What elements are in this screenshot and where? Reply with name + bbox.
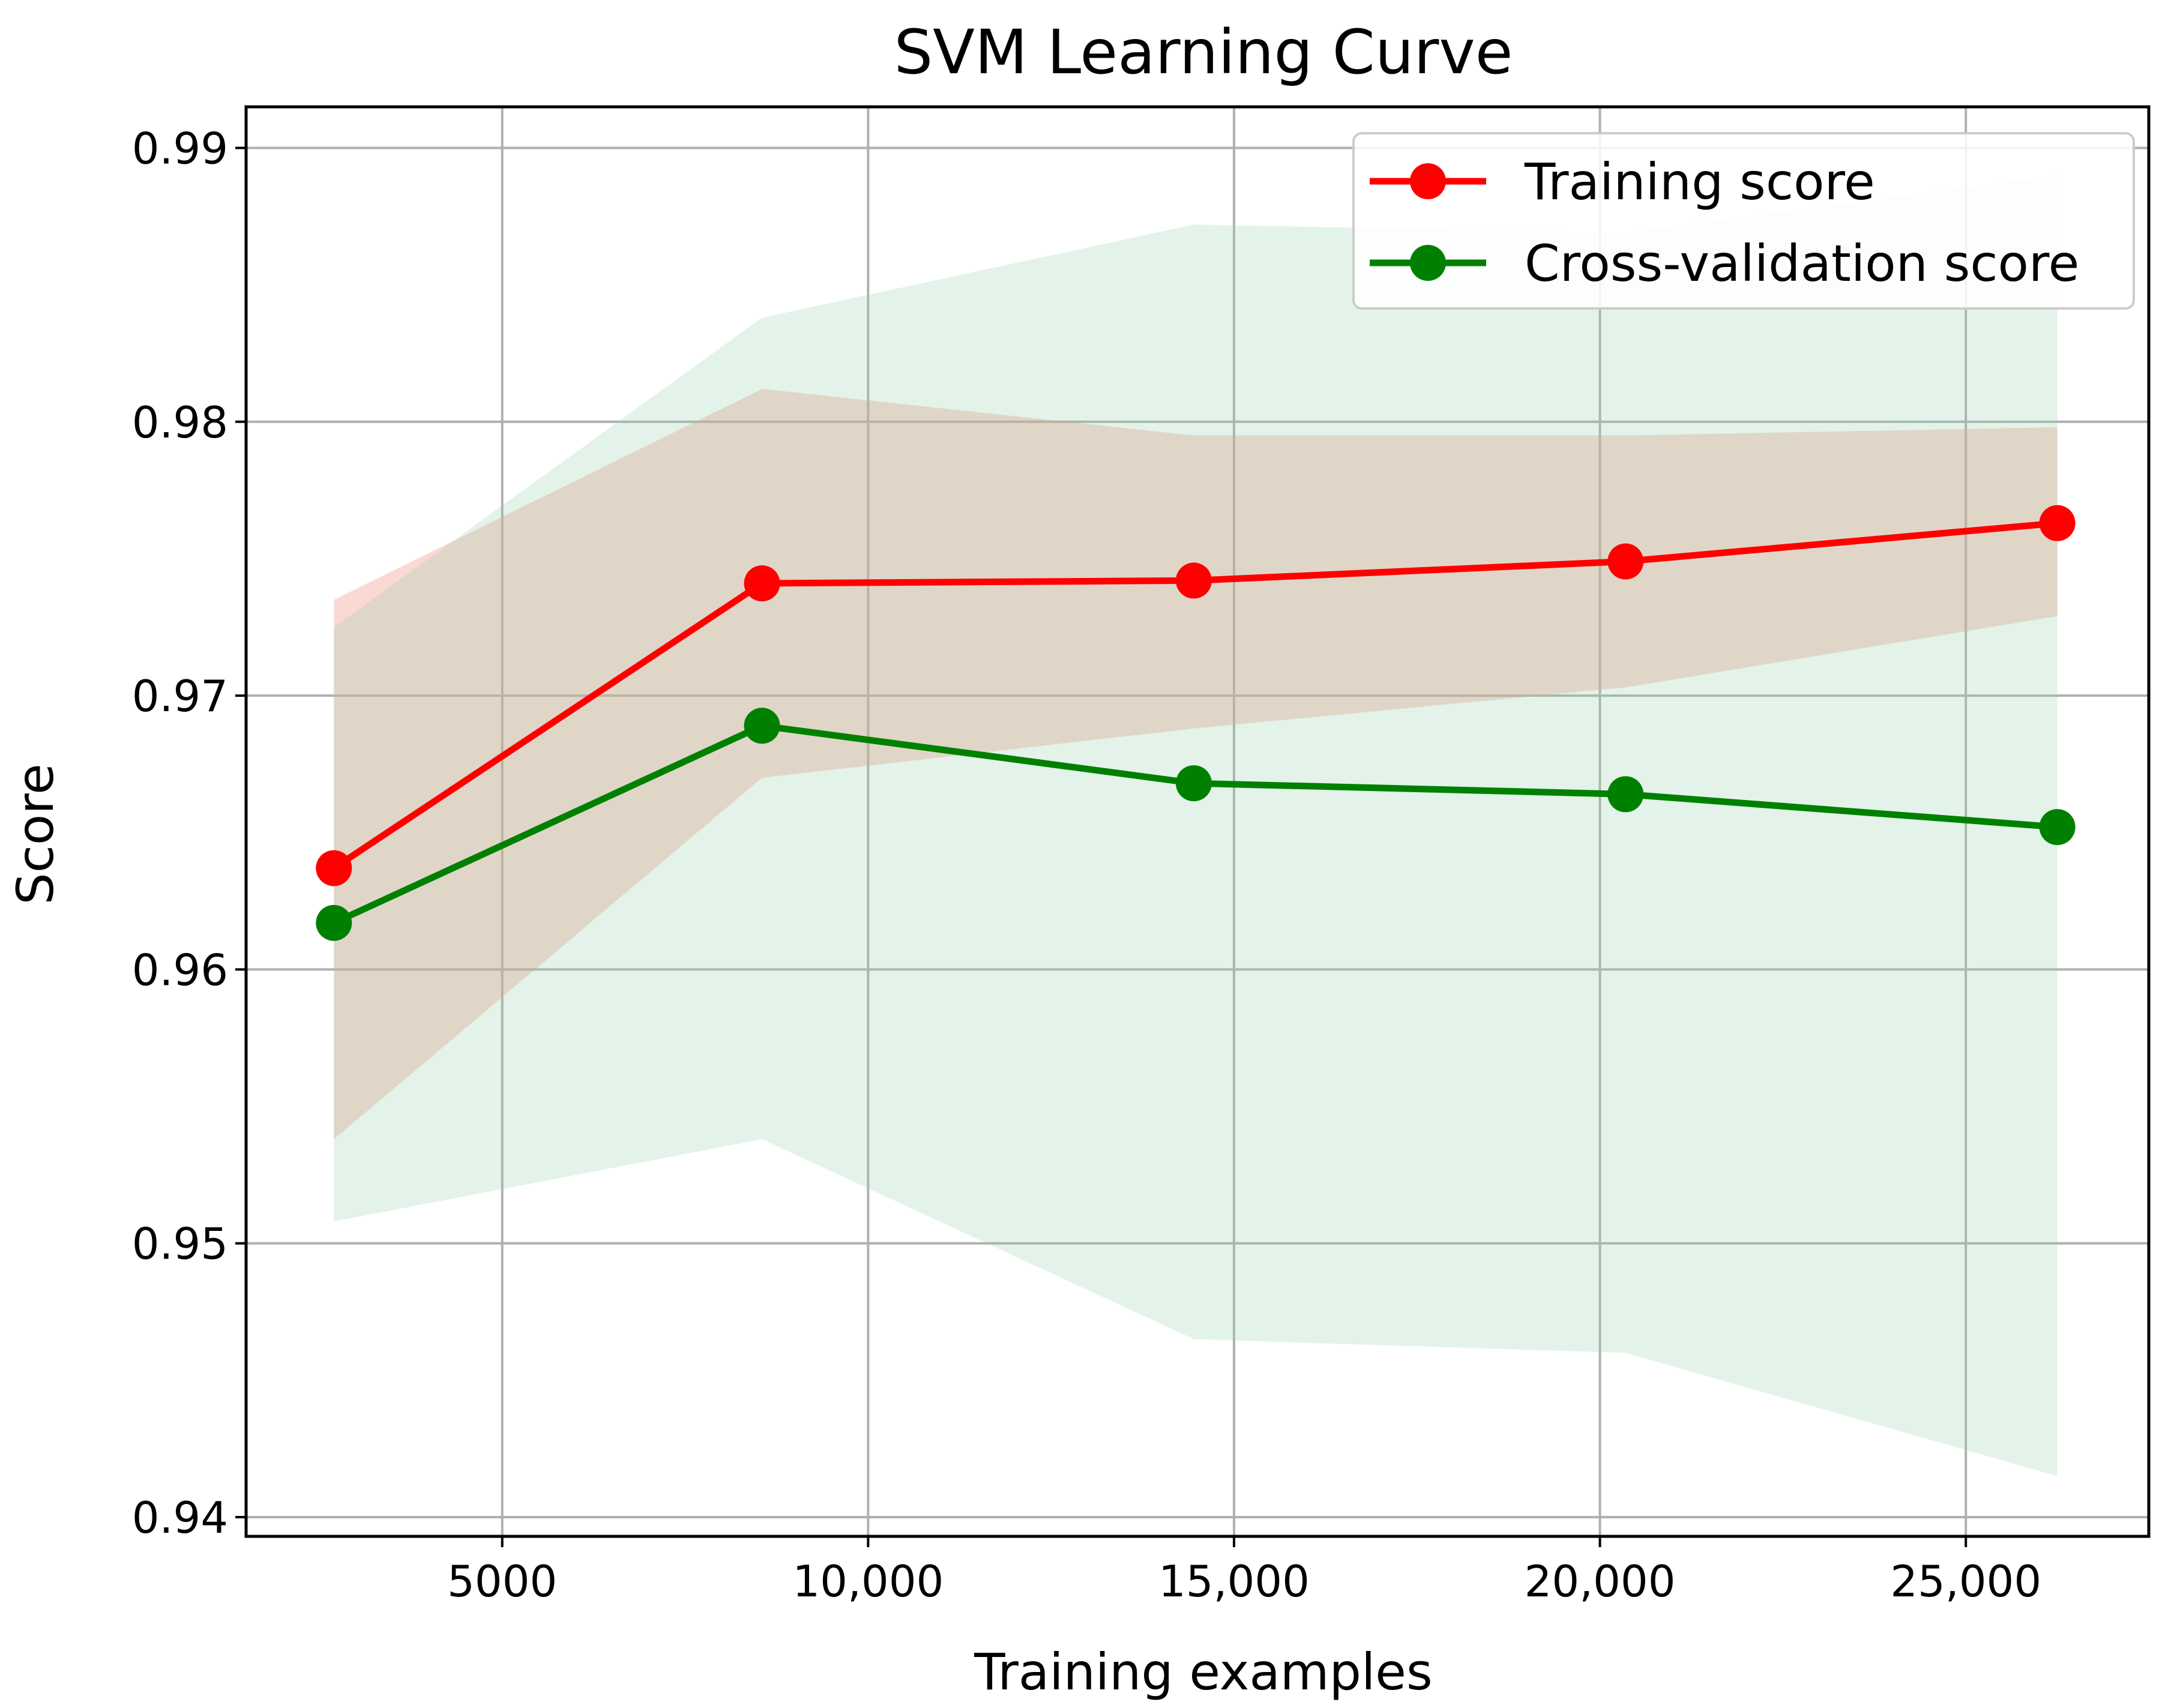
y-tick-label: 0.95 <box>132 1219 228 1269</box>
cross-validation-score-band <box>334 175 2058 1476</box>
cross-validation-score-legend-label: Cross-validation score <box>1525 234 2079 293</box>
training-score-point <box>1175 562 1212 599</box>
y-tick-label: 0.99 <box>132 123 228 173</box>
cross-validation-score-point <box>2039 809 2076 846</box>
axis-ticks: 5000 10,000 15,000 20,000 25,000 0.94 0.95 0.96… <box>132 123 2041 1607</box>
training-score-legend-label: Training score <box>1524 152 1875 211</box>
x-tick-label: 10,000 <box>792 1556 944 1607</box>
cross-validation-score-point <box>1175 765 1212 802</box>
series-points <box>316 505 2076 941</box>
x-tick-label: 15,000 <box>1158 1556 1310 1607</box>
training-score-point <box>1607 543 1644 580</box>
y-tick-label: 0.94 <box>132 1493 228 1543</box>
plot-frame <box>244 105 2151 1538</box>
x-axis-label: Training examples <box>974 1643 1432 1701</box>
y-axis-label: Score <box>6 763 65 904</box>
x-tick-label: 20,000 <box>1525 1556 1676 1607</box>
training-score-legend-marker <box>1410 163 1446 199</box>
training-score-point <box>316 850 352 886</box>
x-tick-label: 5000 <box>447 1556 557 1607</box>
training-score-point <box>2039 505 2076 541</box>
training-score-point <box>744 565 780 601</box>
y-tick-label: 0.98 <box>132 397 228 448</box>
legend-frame <box>1352 132 2135 310</box>
cross-validation-score-legend-marker <box>1410 245 1446 281</box>
x-tick-label: 25,000 <box>1890 1556 2041 1607</box>
chart-title: SVM Learning Curve <box>894 17 1513 88</box>
cross-validation-score-point <box>1607 776 1644 813</box>
cross-validation-score-point <box>744 708 780 744</box>
legend: Training score Cross-validation score <box>1352 132 2135 310</box>
y-tick-label: 0.96 <box>132 945 228 995</box>
cross-validation-score-point <box>316 904 352 941</box>
y-tick-label: 0.97 <box>132 671 228 721</box>
